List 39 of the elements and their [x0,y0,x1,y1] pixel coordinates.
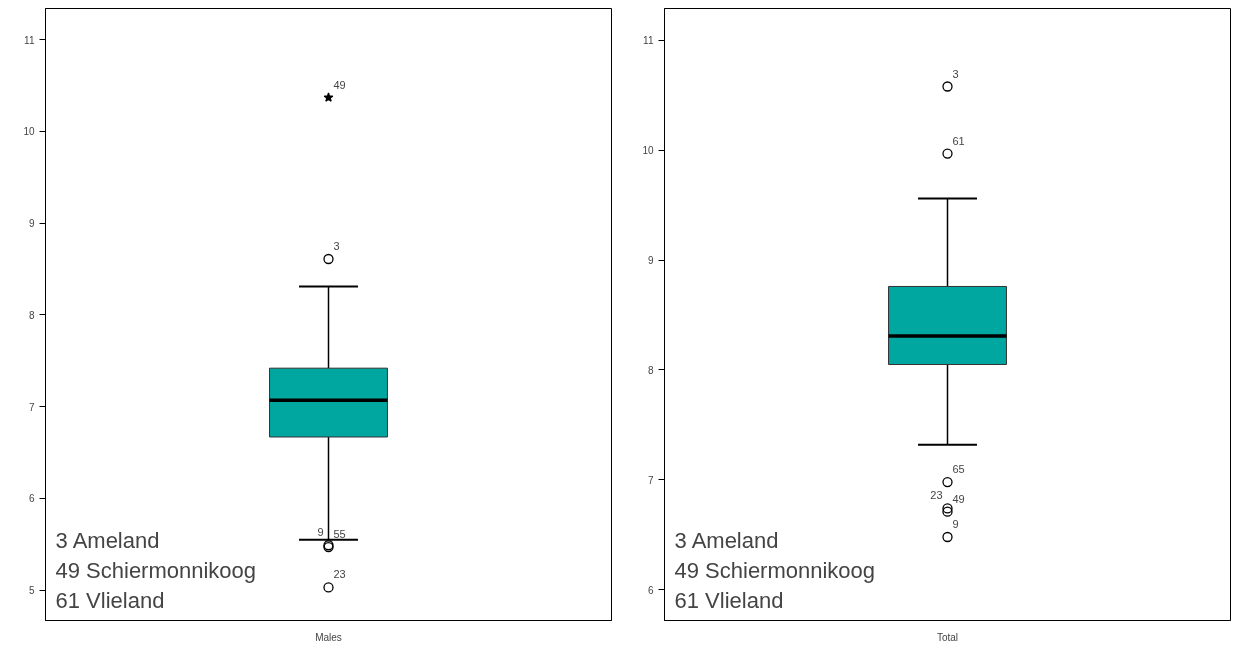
annotation: 49 [333,78,346,91]
annotation: 3 [333,239,340,252]
y-tick-label: 8 [28,309,35,321]
annotation: 55 [333,528,346,541]
annotation: 3 Ameland [674,527,779,553]
annotation: 61 [952,134,965,147]
point [942,531,953,543]
y-tick-label: 7 [647,474,654,486]
y-tick-label: 7 [28,401,35,413]
annotation: 49 Schiermonnikoog [674,557,876,583]
annotation: 61 Vlieland [55,587,165,613]
point [323,253,334,265]
y-tick-label: 10 [23,126,35,138]
point [942,476,953,488]
annotation: 49 Schiermonnikoog [55,557,257,583]
y-tick-label: 8 [647,364,654,376]
point [942,81,953,92]
annotation: 9 [952,518,959,530]
point [323,92,334,102]
y-tick-label: 6 [647,584,654,596]
annotation: 61 Vlieland [674,587,784,613]
annotation: 3 [952,67,959,80]
point [942,148,953,159]
annotation: 23 [333,568,346,581]
point [323,582,334,593]
y-tick-label: 9 [28,218,35,230]
y-tick-label: 5 [28,585,35,597]
x-tick-label: Males [315,631,342,643]
annotation: 65 [952,463,965,476]
x-tick-label: Total [936,631,959,643]
annotation: 3 Ameland [55,527,160,553]
annotation: 9 [317,526,324,539]
y-tick-label: 11 [24,34,35,46]
y-tick-label: 10 [642,145,654,157]
y-tick-label: 6 [28,493,35,505]
y-tick-label: 11 [643,35,654,47]
annotation: 49 [952,492,965,505]
y-tick-label: 9 [647,255,654,267]
annotation: 23 [930,489,943,502]
